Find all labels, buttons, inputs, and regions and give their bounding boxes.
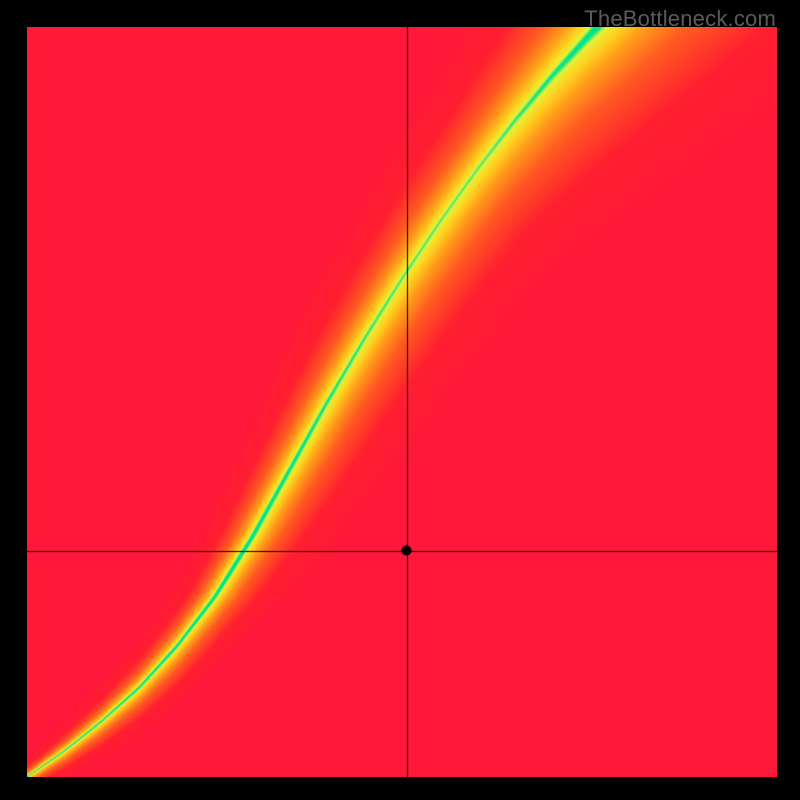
heatmap-plot xyxy=(27,27,777,777)
heatmap-canvas xyxy=(27,27,777,777)
root: TheBottleneck.com xyxy=(0,0,800,800)
watermark-text: TheBottleneck.com xyxy=(584,6,776,32)
